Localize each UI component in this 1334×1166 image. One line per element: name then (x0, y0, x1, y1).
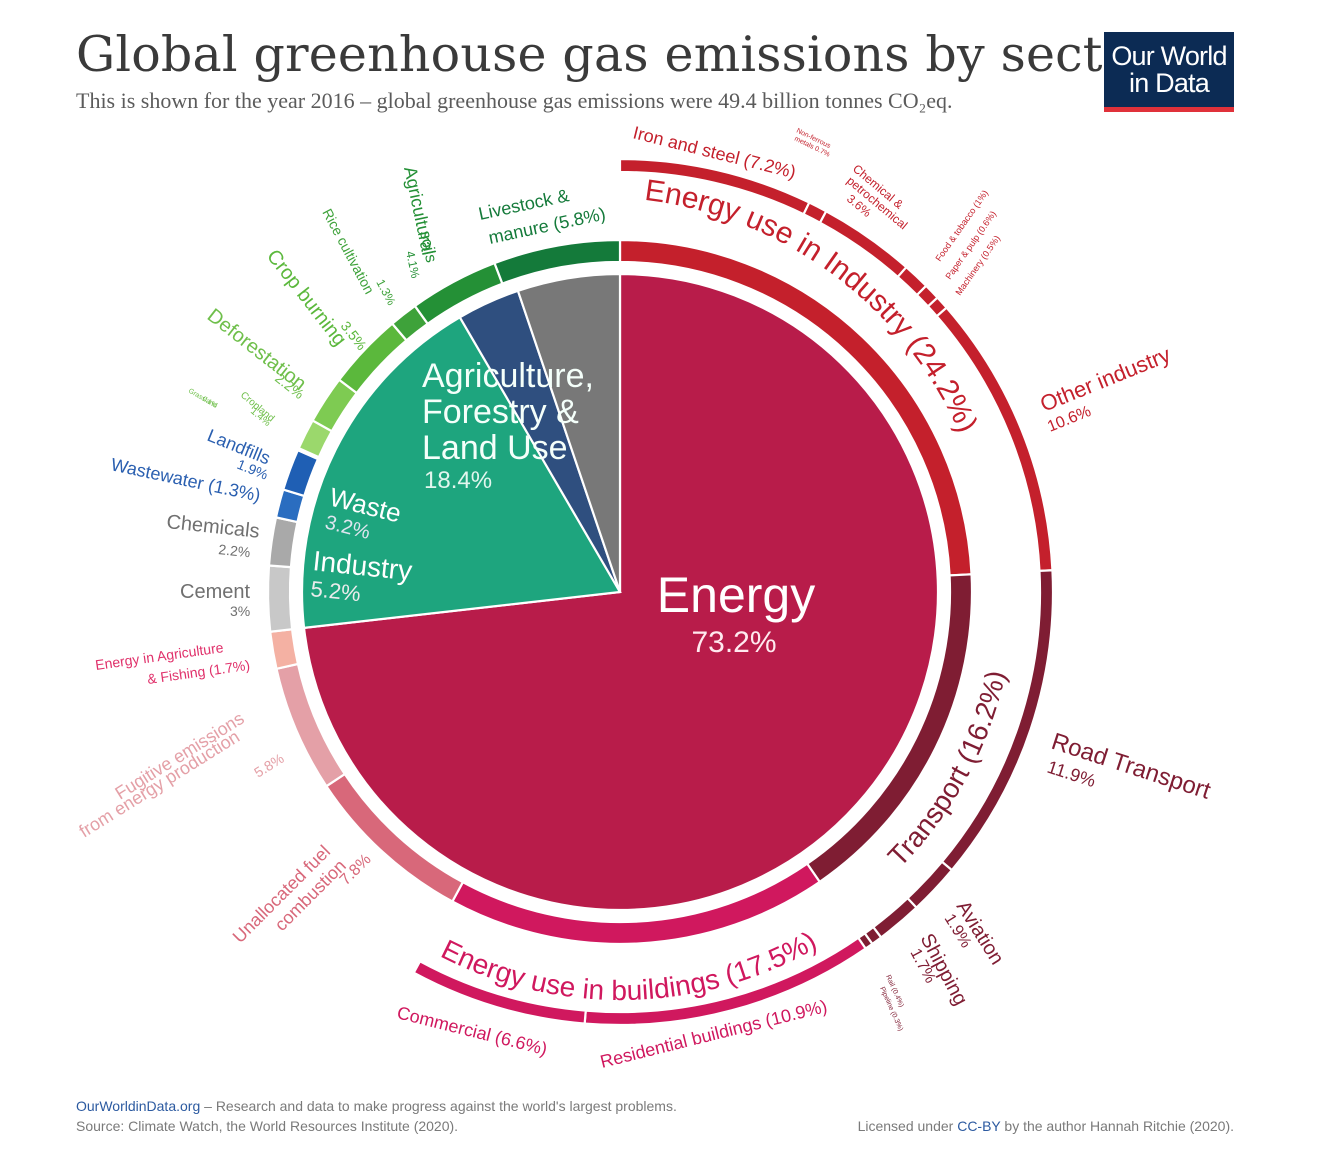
footer-site-link[interactable]: OurWorldinData.org (76, 1098, 201, 1114)
label-chemicals1: Chemicals (165, 511, 260, 543)
label-cement1: Cement (180, 581, 250, 603)
license-suffix: by the author Hannah Ritchie (2020). (1000, 1118, 1234, 1134)
outer-segment-commercial[interactable] (412, 959, 587, 1025)
label-other1: Other industry (1037, 342, 1174, 417)
ring-segment-energy-in-agriculture-fishing[interactable] (269, 628, 300, 671)
agriculture-label-line: Agriculture, (422, 357, 594, 395)
pie-slice-industry[interactable] (516, 272, 622, 593)
label-unalloc3: 7.8% (337, 851, 375, 889)
label-soils3: 4.1% (403, 250, 422, 280)
energy-label: Energy (657, 567, 815, 623)
label-rice2: 1.3% (373, 277, 398, 308)
industry-pct-label: 5.2% (309, 576, 361, 606)
label-chemicals2: 2.2% (218, 541, 251, 560)
footer-license: Licensed under CC-BY by the author Hanna… (858, 1118, 1234, 1134)
footer-source: Source: Climate Watch, the World Resourc… (76, 1118, 459, 1134)
outer-segment-shipping[interactable] (871, 896, 918, 939)
chart-subtitle: This is shown for the year 2016 – global… (76, 88, 953, 113)
label-cement2: 3% (230, 603, 250, 619)
label-fugitive3: 5.8% (251, 750, 287, 780)
logo-line-2: in Data (1129, 67, 1210, 98)
outer-segment-aviation[interactable] (905, 860, 954, 910)
label-fugitive2: from energy production (76, 726, 244, 841)
energy-pct-label: 73.2% (691, 626, 776, 659)
footer-tagline: – Research and data to make progress aga… (200, 1098, 677, 1114)
pie-slice-agriculture-forestry-land-use[interactable] (300, 315, 622, 630)
label-soils2: soils (416, 229, 439, 264)
footer-line-1: OurWorldinData.org – Research and data t… (76, 1098, 677, 1114)
ring-segment-cement[interactable] (266, 564, 294, 633)
label-cropburn1: Crop burning (262, 246, 351, 351)
agriculture-label-line: Forestry & (422, 393, 579, 431)
ring-segment-livestock-manure[interactable] (493, 238, 622, 286)
label-rice1: Rice cultivation (319, 206, 377, 297)
chart-title: Global greenhouse gas emissions by secto… (76, 26, 1157, 83)
label-grass2: 0.1% (201, 396, 218, 410)
owid-logo[interactable]: Our World in Data (1104, 32, 1234, 112)
agriculture-pct-label: 18.4% (424, 467, 492, 494)
ring-segment-chemicals[interactable] (267, 516, 299, 569)
license-prefix: Licensed under (857, 1118, 958, 1134)
agriculture-label-line: Land Use (422, 429, 568, 467)
license-link[interactable]: CC-BY (957, 1118, 1001, 1134)
logo-line-1: Our World (1111, 40, 1227, 71)
